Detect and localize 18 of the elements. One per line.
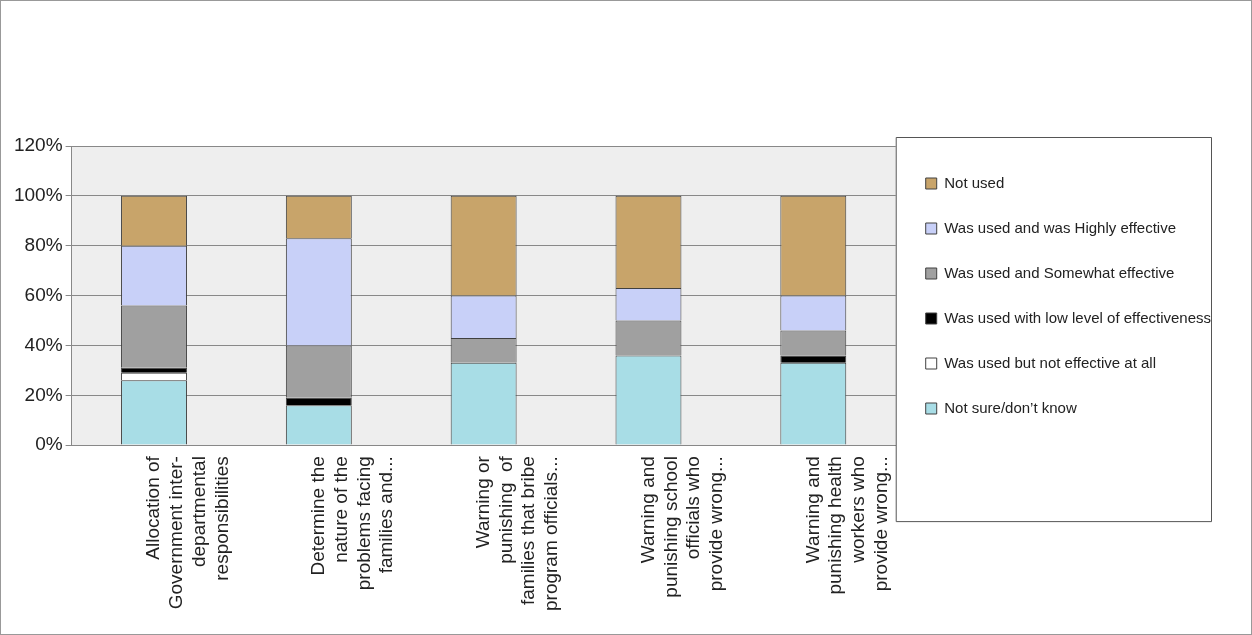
x-tick-label: Warning and punishing school officials who provide wrong... [636,456,727,598]
legend-label: Was used and was Highly effective [944,218,1176,236]
y-tick-label: 120% [13,134,63,156]
legend-label: Was used with low level of effectiveness [944,308,1211,326]
legend-label: Not sure/don’t know [944,398,1077,416]
x-tick-label: Determine the nature of the problems facing families and... [307,456,397,591]
y-tick-label: 40% [24,333,63,355]
legend-label: Not used [944,173,1005,191]
x-tick-label: Warning or punishing of families that bribe program officials... [471,455,562,612]
y-tick-label: 60% [24,283,63,305]
y-tick-label: 80% [24,233,63,255]
legend-label: Was used and Somewhat effective [944,263,1175,281]
legend-label: Was used but not effective at all [944,353,1156,371]
x-tick-label: Allocation of Government inter-departmental responsibilities [142,455,232,610]
x-tick-label: Warning and punishing health workers who provide wrong... [801,456,891,595]
y-tick-label: 100% [13,184,63,206]
y-tick-label: 20% [24,383,63,405]
y-tick-label: 0% [35,433,63,455]
